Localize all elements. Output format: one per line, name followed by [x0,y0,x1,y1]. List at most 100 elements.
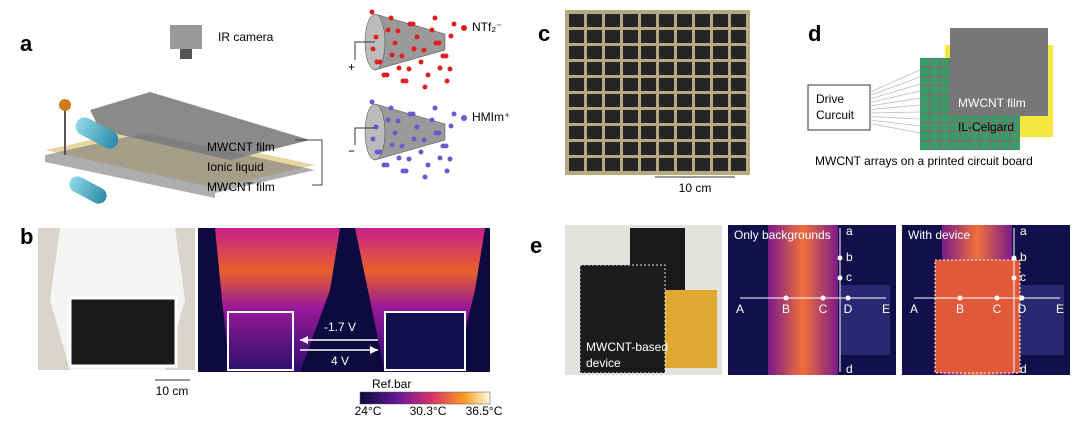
ion [418,59,424,65]
array-cell [677,110,692,123]
ion [389,52,395,58]
point-label: d [1020,362,1027,376]
wire [869,90,921,103]
molecule-cone [364,9,457,90]
electrode-wire [354,127,375,145]
array-cell [623,14,638,27]
array-cell [569,46,584,59]
array-cell [731,94,746,107]
ion [392,40,398,46]
point-label: b [846,250,853,264]
legend-dot [461,25,467,31]
array-cell [731,142,746,155]
array-cell [623,46,638,59]
array-cell [731,78,746,91]
ion [369,9,375,15]
array-cell [695,30,710,43]
point-label: B [956,302,964,316]
array-cell [641,158,656,171]
array-cell [659,14,674,27]
array-cell [569,158,584,171]
circuit-label: Curcuit [816,108,855,122]
roller [69,176,107,204]
array-cell [587,126,602,139]
point [837,275,843,281]
ion [448,33,454,39]
array-cell [605,94,620,107]
array-cell [641,142,656,155]
ion [447,156,453,162]
array-cell [587,14,602,27]
thermal-body [215,228,340,372]
ion [370,136,376,142]
colorbar-title: Ref.bar [372,377,411,391]
ion [429,117,435,123]
ion [407,111,413,117]
ion [425,162,431,168]
array-cell [731,62,746,75]
frame [384,311,466,371]
array-cell [569,110,584,123]
array-cell [587,30,602,43]
point [837,255,843,261]
ion [369,99,375,105]
ion [374,149,380,155]
ion [399,143,405,149]
film-label: MWCNT film [958,96,1026,110]
arrowhead [300,336,308,344]
array-cell [587,110,602,123]
array-cell [677,14,692,27]
ion [448,123,454,129]
array-cell [605,46,620,59]
point [1011,255,1017,261]
point [994,295,1000,301]
voltage-label: 4 V [331,354,349,368]
ion [395,28,401,34]
point-label: A [910,302,918,316]
ion [432,105,438,111]
panel-c: c 10 cm [538,10,750,195]
array-cell [731,158,746,171]
circuit-label: Drive [816,92,844,106]
array-cell [587,46,602,59]
ion-label: NTf₂⁻ [472,20,502,34]
ion [388,105,394,111]
ion [373,34,379,40]
array-cell [569,78,584,91]
caption: MWCNT arrays on a printed circuit board [815,154,1033,168]
array-cell [713,62,728,75]
probe-head [59,99,71,111]
ion [422,174,428,180]
molecule-cone [364,99,457,180]
point-label: D [1018,302,1027,316]
ion [385,27,391,33]
ion [407,21,413,27]
point [1011,275,1017,281]
colorbar [359,391,491,405]
device-photo [68,296,178,368]
array-cell [641,94,656,107]
point-label: C [993,302,1002,316]
point-label: E [1056,302,1064,316]
array-cell [695,78,710,91]
ion [400,168,406,174]
point-label: d [846,362,853,376]
array-cell [695,142,710,155]
ion [389,142,395,148]
electrode-wire [354,41,375,60]
array-cell [641,110,656,123]
array-cell [623,30,638,43]
array-cell [695,94,710,107]
wire [869,83,921,100]
polarity: − [348,144,355,158]
panel-b: b 10 cm -1.7 V 4 V Ref.bar 24°C 30.3°C 3… [20,224,503,418]
ion [399,53,405,59]
ion [406,156,412,162]
wire [869,116,921,120]
ion [385,117,391,123]
array-cell [641,46,656,59]
array-cell [731,46,746,59]
point [783,295,789,301]
wire [869,123,921,134]
